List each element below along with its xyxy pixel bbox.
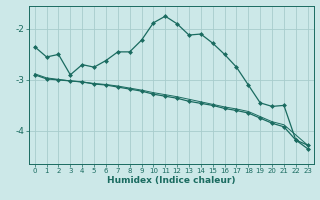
X-axis label: Humidex (Indice chaleur): Humidex (Indice chaleur) — [107, 176, 236, 185]
